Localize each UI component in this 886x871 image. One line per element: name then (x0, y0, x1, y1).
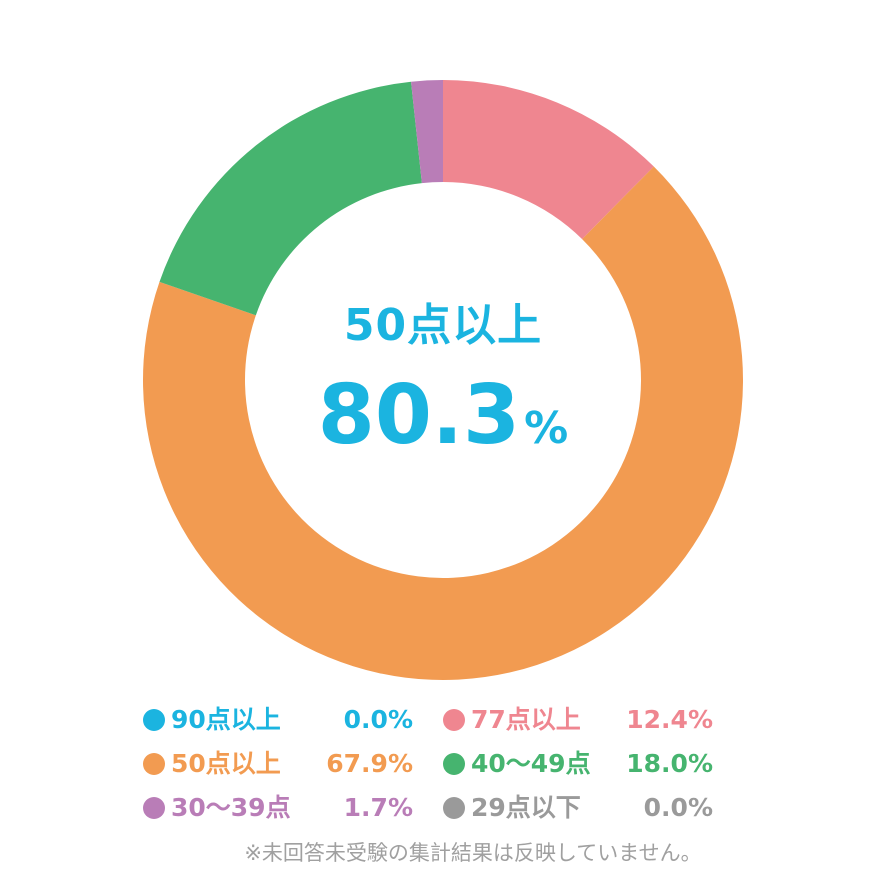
legend-item-77-above: 77点以上 12.4% (443, 700, 733, 740)
footnote: ※未回答未受験の集計結果は反映していません。 (244, 841, 702, 865)
center-value-number: 80.3 (317, 368, 521, 463)
legend-value: 1.7% (343, 793, 413, 822)
donut-slice-2 (142, 166, 743, 680)
legend-value: 67.9% (326, 749, 413, 778)
legend-item-50-above: 50点以上 67.9% (143, 744, 433, 784)
legend-dot (443, 753, 465, 775)
legend-label: 90点以上 (171, 705, 281, 734)
legend-label: 40～49点 (471, 749, 591, 778)
legend-dot (143, 753, 165, 775)
legend: 90点以上 0.0% 77点以上 12.4% 50点以上 67.9% 40～49… (143, 700, 743, 840)
legend-item-90-above: 90点以上 0.0% (143, 700, 433, 740)
donut-slice-1 (443, 80, 654, 240)
legend-dot (443, 797, 465, 819)
legend-value: 18.0% (626, 749, 713, 778)
center-title: 50点以上 (343, 300, 543, 351)
donut-chart-svg (142, 80, 743, 680)
legend-value: 0.0% (343, 705, 413, 734)
legend-dot (143, 709, 165, 731)
donut-chart: 50点以上 80.3% (142, 80, 743, 680)
legend-dot (443, 709, 465, 731)
legend-label: 50点以上 (171, 749, 281, 778)
legend-item-30-39: 30～39点 1.7% (143, 788, 433, 828)
legend-label: 77点以上 (471, 705, 581, 734)
legend-dot (143, 797, 165, 819)
donut-slice-4 (411, 80, 443, 184)
center-value: 80.3% (243, 368, 643, 477)
legend-label: 30～39点 (171, 793, 291, 822)
center-value-unit: % (524, 403, 569, 454)
legend-value: 0.0% (643, 793, 713, 822)
legend-label: 29点以下 (471, 793, 581, 822)
legend-value: 12.4% (626, 705, 713, 734)
donut-slice-3 (159, 81, 422, 316)
legend-item-40-49: 40～49点 18.0% (443, 744, 733, 784)
legend-item-29-below: 29点以下 0.0% (443, 788, 733, 828)
